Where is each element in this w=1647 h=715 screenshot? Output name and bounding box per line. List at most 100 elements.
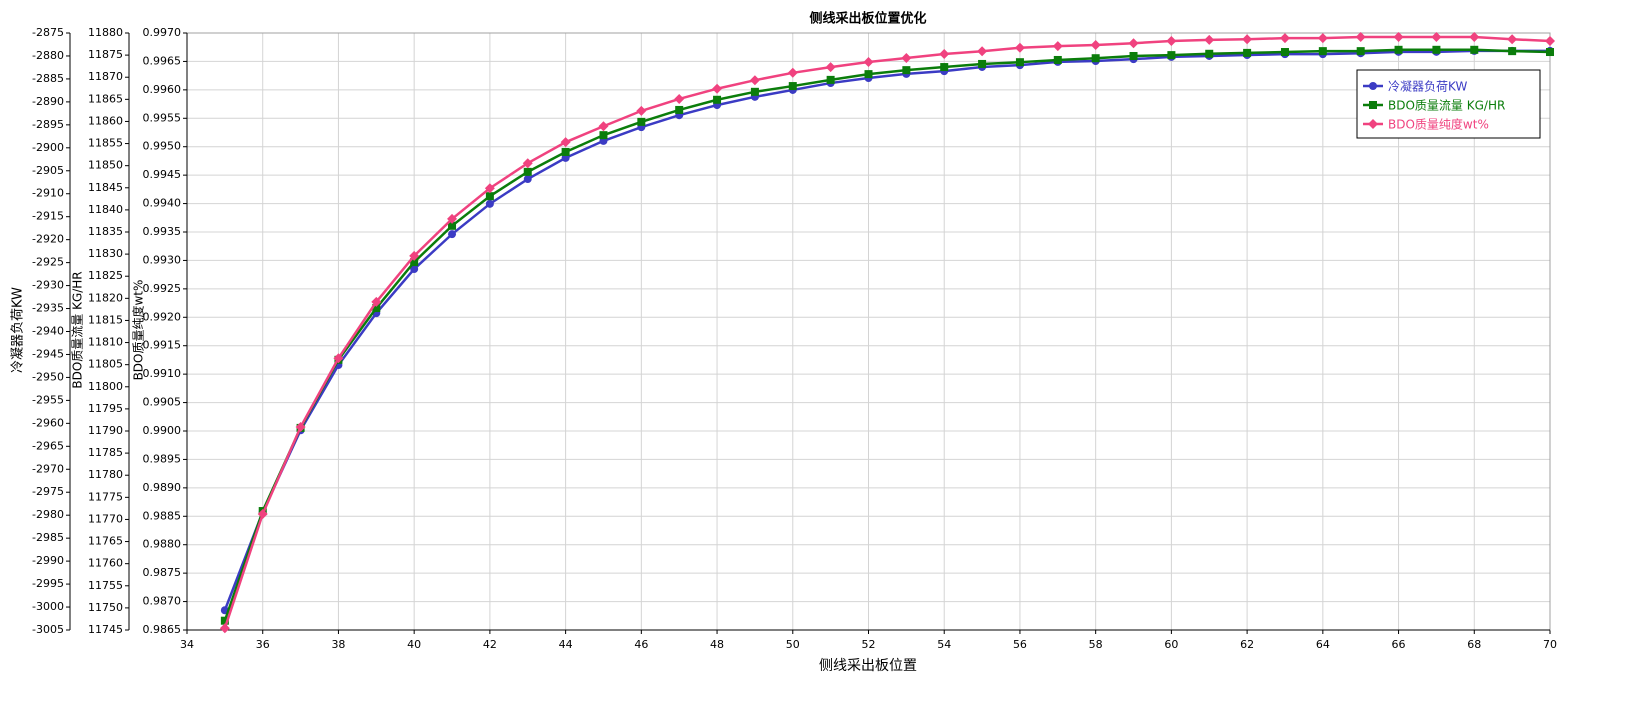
x-tick-label: 62 <box>1240 638 1254 651</box>
marker <box>1279 33 1290 44</box>
marker <box>863 56 874 67</box>
marker <box>901 53 912 64</box>
x-axis-title: 侧线采出板位置 <box>819 658 917 674</box>
y3-tick-label: 0.9940 <box>143 197 182 210</box>
y2-tick-label: 11800 <box>88 380 123 393</box>
y-tick-label: -2935 <box>32 302 64 315</box>
marker <box>1507 34 1518 45</box>
y-tick-label: -2975 <box>32 485 64 498</box>
legend-label: BDO质量流量 KG/HR <box>1388 99 1505 113</box>
y3-tick-label: 0.9885 <box>143 509 182 522</box>
marker <box>485 192 494 201</box>
marker <box>902 66 911 75</box>
marker <box>410 265 419 274</box>
y2-tick-label: 11820 <box>88 291 123 304</box>
marker <box>598 121 609 132</box>
x-tick-label: 66 <box>1392 638 1406 651</box>
y3-tick-label: 0.9950 <box>143 140 182 153</box>
y3-tick-label: 0.9935 <box>143 225 182 238</box>
marker <box>409 250 420 261</box>
x-tick-label: 70 <box>1543 638 1557 651</box>
marker <box>599 131 608 140</box>
marker <box>295 422 306 433</box>
marker <box>712 83 723 94</box>
marker <box>523 175 532 184</box>
marker <box>939 49 950 60</box>
marker <box>636 105 647 116</box>
y2-tick-label: 11870 <box>88 70 123 83</box>
marker <box>749 75 760 86</box>
marker <box>713 95 722 104</box>
x-tick-label: 64 <box>1316 638 1330 651</box>
x-tick-label: 48 <box>710 638 724 651</box>
y-tick-label: -2990 <box>32 554 64 567</box>
marker <box>788 82 797 91</box>
y-tick-label: -3000 <box>32 600 64 613</box>
marker <box>826 75 835 84</box>
marker <box>1129 51 1138 60</box>
marker <box>1545 35 1555 46</box>
y2-tick-label: 11810 <box>88 336 123 349</box>
marker <box>1546 48 1554 57</box>
marker <box>257 509 268 520</box>
y3-tick-label: 0.9890 <box>143 481 182 494</box>
y-tick-label: -2950 <box>32 370 64 383</box>
marker <box>1166 35 1177 46</box>
y-tick-label: -2910 <box>32 187 64 200</box>
marker <box>1508 47 1517 56</box>
y2-tick-label: 11830 <box>88 247 123 260</box>
marker <box>1469 31 1480 42</box>
y2-tick-label: 11815 <box>88 313 123 326</box>
marker <box>1431 31 1442 42</box>
marker <box>1128 38 1139 49</box>
y2-tick-label: 11865 <box>88 92 123 105</box>
y2-tick-label: 11835 <box>88 225 123 238</box>
x-tick-label: 68 <box>1467 638 1481 651</box>
marker <box>940 63 949 72</box>
marker <box>448 230 457 239</box>
y-tick-label: -2890 <box>32 95 64 108</box>
x-tick-label: 44 <box>559 638 573 651</box>
series <box>220 45 1554 625</box>
y-tick-label: -2925 <box>32 256 64 269</box>
y2-tick-label: 11770 <box>88 512 123 525</box>
marker <box>560 137 571 148</box>
y3-tick-label: 0.9900 <box>143 424 182 437</box>
marker <box>561 147 570 156</box>
y2-tick-label: 11855 <box>88 137 123 150</box>
series <box>219 31 1555 634</box>
y2-tick-label: 11775 <box>88 490 123 503</box>
legend-box <box>1356 69 1541 139</box>
y2-tick-label: 11765 <box>88 535 123 548</box>
y2-tick-label: 11795 <box>88 402 123 415</box>
marker <box>1280 48 1289 57</box>
y3-axis-title: BDO质量纯度wt% <box>131 280 146 381</box>
y-tick-label: -2965 <box>32 439 64 452</box>
y2-tick-label: 11785 <box>88 446 123 459</box>
marker <box>448 221 457 230</box>
y3-tick-label: 0.9905 <box>143 396 182 409</box>
y3-tick-label: 0.9920 <box>143 310 182 323</box>
marker <box>1355 31 1366 42</box>
marker <box>1470 45 1479 54</box>
legend-marker <box>1368 119 1378 129</box>
y2-tick-label: 11790 <box>88 424 123 437</box>
marker <box>1014 42 1025 53</box>
marker <box>1205 49 1214 58</box>
marker <box>864 70 873 79</box>
marker <box>1432 45 1441 54</box>
marker <box>674 93 685 104</box>
x-tick-label: 54 <box>937 638 951 651</box>
marker <box>447 213 458 224</box>
marker <box>1053 55 1062 64</box>
marker <box>977 46 988 57</box>
marker <box>750 87 759 96</box>
series-line <box>223 48 1551 622</box>
marker <box>1091 54 1100 63</box>
marker <box>333 353 344 364</box>
marker <box>1090 39 1101 50</box>
y3-tick-label: 0.9910 <box>143 367 182 380</box>
marker <box>484 183 495 194</box>
marker <box>522 158 533 169</box>
